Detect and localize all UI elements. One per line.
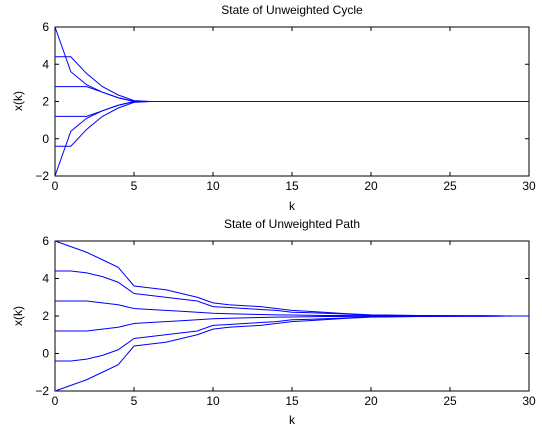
cycle-x-tick-label: 15 [285, 179, 299, 193]
cycle-x-tick-label: 30 [522, 179, 536, 193]
cycle-y-tick-label: 4 [42, 57, 49, 71]
path-x-tick-label: 0 [52, 394, 59, 408]
path-x-tick-label: 25 [443, 394, 457, 408]
cycle-series-group [54, 26, 529, 177]
cycle-y-axis-label: x(k) [11, 91, 25, 111]
cycle-chart: State of Unweighted Cycle 0 5 10 15 20 25 30−2… [11, 3, 536, 213]
cycle-x-axis-label: k [289, 199, 296, 213]
path-y-tick-label: −2 [35, 384, 49, 398]
path-x-tick-label: 20 [364, 394, 378, 408]
path-y-tick-label: 4 [42, 272, 49, 286]
path-x-tick-label: 10 [206, 394, 220, 408]
path-chart-title: State of Unweighted Path [224, 217, 360, 231]
cycle-x-tick-label: 5 [131, 179, 138, 193]
path-y-axis-label: x(k) [11, 306, 25, 326]
cycle-x-tick-label: 25 [443, 179, 457, 193]
cycle-x-tick-label: 10 [206, 179, 220, 193]
cycle-y-tick-label: 0 [42, 132, 49, 146]
cycle-x-tick-label: 20 [364, 179, 378, 193]
path-x-axis-label: k [289, 413, 296, 427]
path-y-tick-label: 2 [42, 309, 49, 323]
path-x-tick-label: 15 [285, 394, 299, 408]
path-y-tick-label: 6 [42, 234, 49, 248]
path-series-group [54, 240, 529, 392]
cycle-series-line-6 [54, 101, 529, 177]
path-y-tick-label: 0 [42, 347, 49, 361]
path-series-line-6 [54, 315, 529, 392]
cycle-y-tick-label: 6 [42, 20, 49, 34]
path-x-tick-label: 30 [522, 394, 536, 408]
cycle-y-tick-label: −2 [35, 169, 49, 183]
cycle-chart-title: State of Unweighted Cycle [221, 3, 363, 17]
cycle-y-tick-label: 2 [42, 95, 49, 109]
path-x-tick-label: 5 [131, 394, 138, 408]
cycle-x-tick-label: 0 [52, 179, 59, 193]
path-chart: State of Unweighted Path 0 5 10 15 20 25 30−20… [11, 217, 536, 427]
